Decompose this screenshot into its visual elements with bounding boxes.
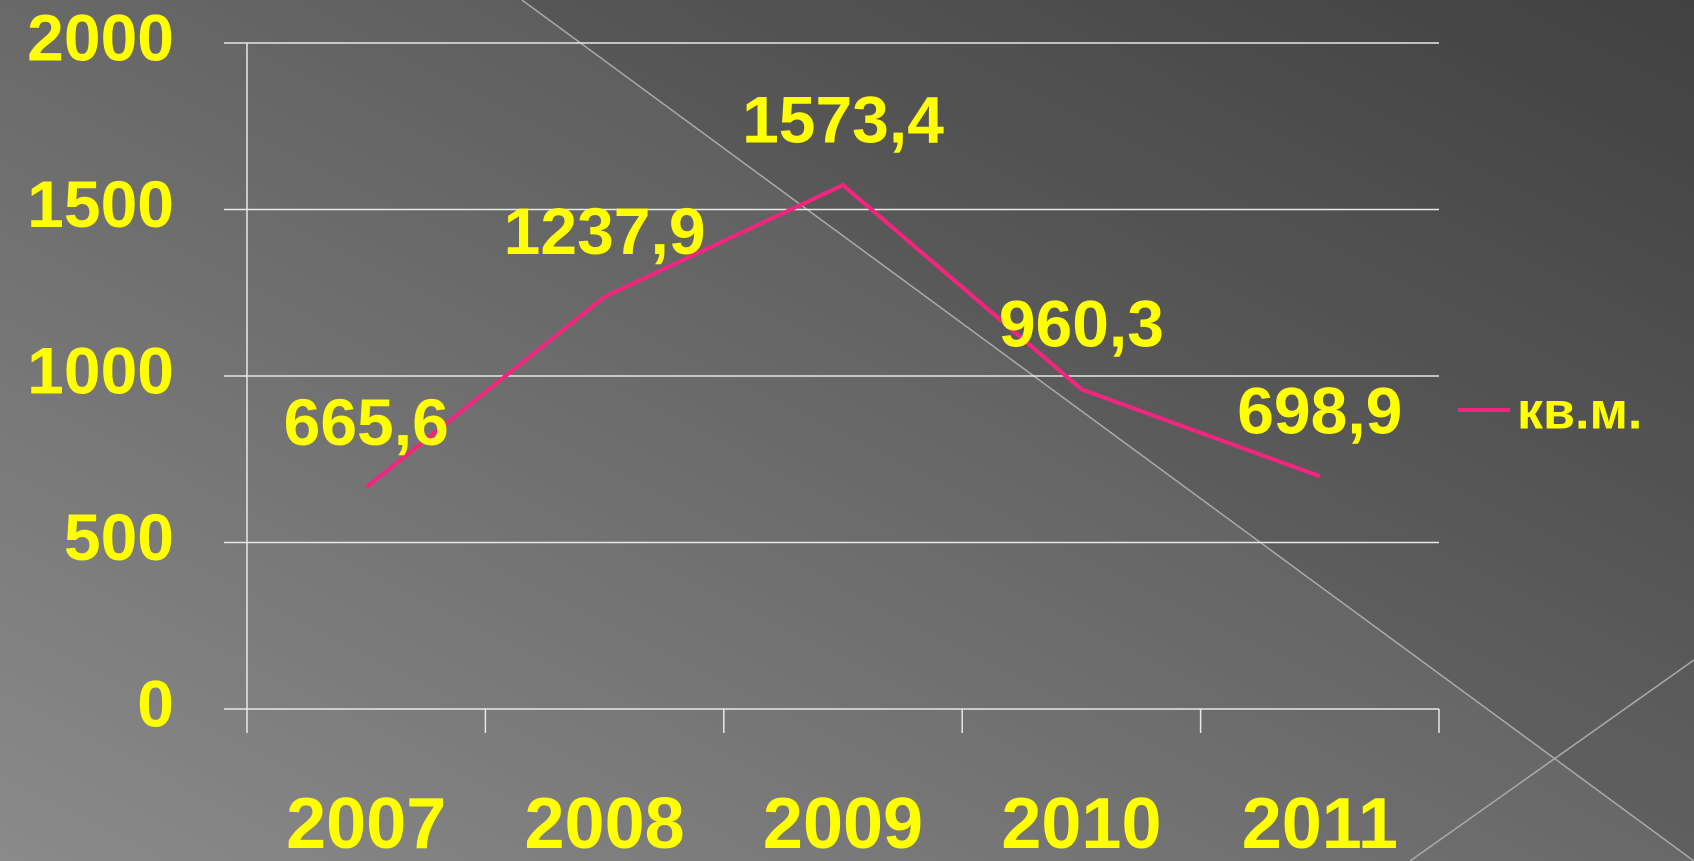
data-label: 1573,4 — [742, 82, 944, 156]
y-tick-label: 500 — [64, 500, 174, 574]
y-tick-label: 2000 — [27, 0, 174, 74]
decor-line — [521, 0, 1694, 861]
x-tick-label: 2009 — [763, 784, 923, 861]
y-tick-label: 0 — [137, 666, 174, 740]
data-line — [364, 182, 1321, 489]
x-tick-label: 2011 — [1242, 784, 1398, 861]
data-label: 698,9 — [1237, 374, 1402, 448]
data-label: 665,6 — [284, 385, 449, 459]
x-tick-label: 2008 — [525, 784, 685, 861]
x-tick-label: 2007 — [286, 784, 446, 861]
decor-line — [1409, 659, 1694, 861]
data-label: 960,3 — [999, 287, 1164, 361]
x-tick-label: 2010 — [1001, 784, 1161, 861]
legend-label: кв.м. — [1517, 383, 1642, 441]
y-tick-label: 1500 — [27, 167, 174, 241]
data-label: 1237,9 — [504, 194, 706, 268]
y-tick-label: 1000 — [27, 333, 174, 407]
